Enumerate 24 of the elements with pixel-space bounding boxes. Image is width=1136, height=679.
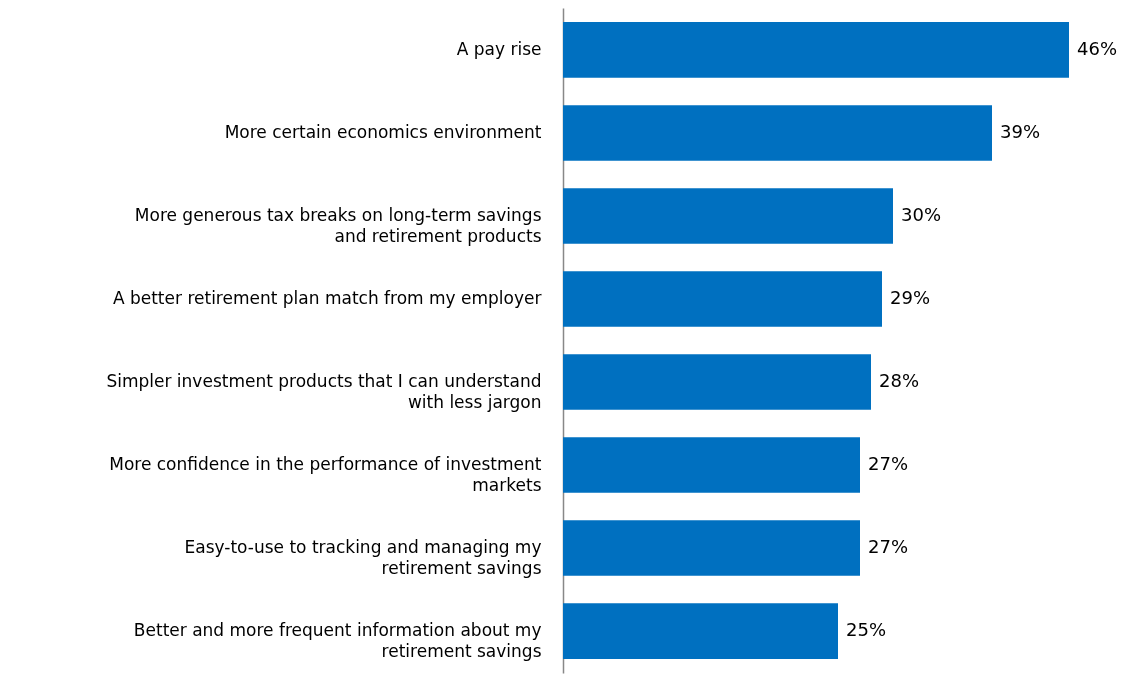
bar	[563, 105, 992, 161]
bar	[563, 603, 838, 659]
y-tick-label: Simpler investment products that I can understand with less jargon	[106, 371, 542, 413]
bar	[563, 271, 882, 327]
data-label: 29%	[890, 286, 931, 308]
y-tick-label: More certain economics environment	[224, 121, 542, 142]
bar	[563, 437, 860, 493]
data-label: 28%	[879, 370, 920, 392]
y-tick-label: Easy-to-use to tracking and managing my retirement savings	[184, 537, 542, 579]
data-label: 27%	[868, 536, 909, 558]
y-tick-label: A better retirement plan match from my employer	[112, 287, 542, 308]
data-label: 30%	[901, 203, 942, 225]
data-label: 46%	[1077, 37, 1118, 59]
y-tick-label: More confidence in the performance of investment markets	[109, 454, 542, 496]
y-tick-label: A pay rise	[456, 38, 542, 59]
bar	[563, 188, 893, 244]
y-tick-label: More generous tax breaks on long-term savings and retirement products	[134, 204, 542, 246]
data-label: 39%	[1000, 120, 1041, 142]
data-label: 25%	[846, 619, 887, 641]
y-tick-label: Better and more frequent information about my retirement savings	[133, 620, 542, 662]
bar	[563, 22, 1069, 78]
data-label: 27%	[868, 453, 909, 475]
bar	[563, 520, 860, 576]
bar	[563, 354, 871, 410]
